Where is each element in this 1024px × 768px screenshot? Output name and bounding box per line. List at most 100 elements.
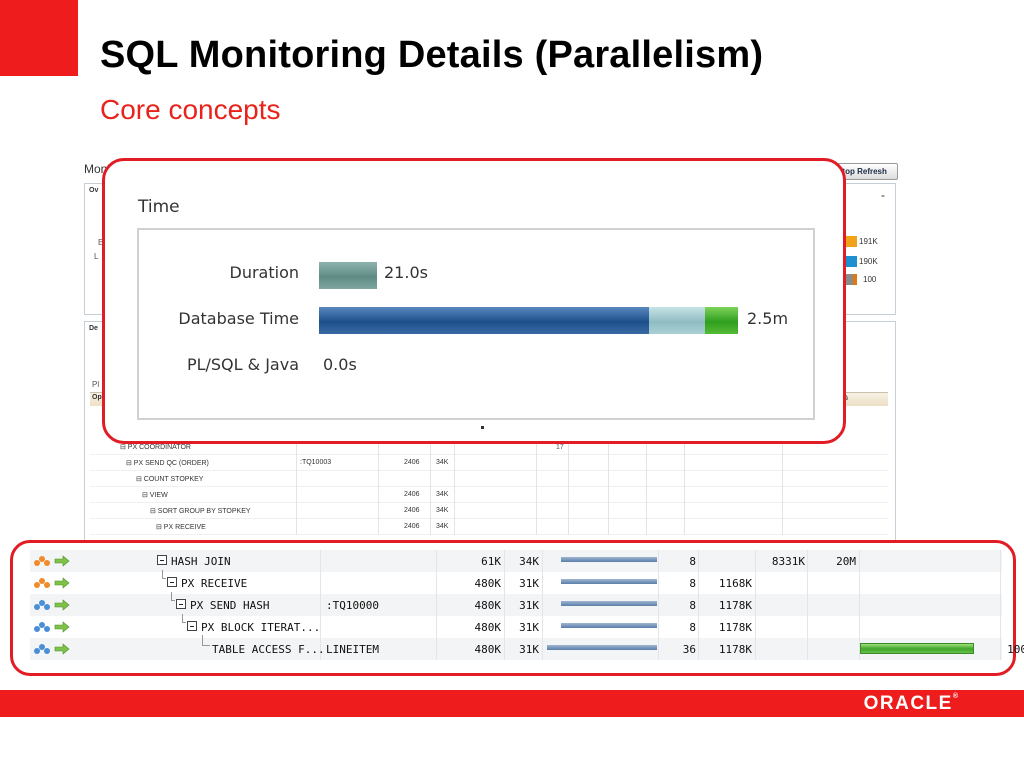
column-divider (755, 550, 756, 572)
operation-name[interactable]: ⊟ PX RECEIVE (156, 524, 206, 531)
actual-rows: 1178K (718, 621, 752, 634)
cost-value: 31K (519, 599, 539, 612)
column-divider (698, 572, 699, 594)
operation-name[interactable]: TABLE ACCESS F... (212, 643, 325, 656)
column-divider (436, 550, 437, 572)
plan-line-row[interactable]: TABLE ACCESS F... LINEITEM 480K 31K 36 1178K 1… (30, 635, 1024, 660)
oracle-logo: ORACLE® (863, 693, 958, 714)
operation-name[interactable]: ⊟ COUNT STOPKEY (136, 476, 204, 483)
database-time-value: 2.5m (747, 309, 789, 328)
duration-label: Duration (229, 263, 300, 282)
column-divider (698, 594, 699, 616)
column-divider (296, 519, 297, 535)
actual-rows: 1168K (718, 577, 752, 590)
column-divider (646, 471, 647, 487)
dop-value: 8 (689, 621, 696, 634)
column-divider (320, 550, 321, 572)
plan-label: Pl (92, 380, 100, 389)
plan-line-row[interactable]: PX RECEIVE 480K 31K 8 1168K (30, 570, 1002, 594)
parallel-server-icon (33, 642, 73, 656)
column-divider (608, 487, 609, 503)
operation-name[interactable]: PX RECEIVE (181, 577, 248, 590)
collapse-toggle-icon[interactable] (157, 555, 167, 565)
dop-count: 17 (556, 444, 564, 451)
duration-bar (319, 262, 377, 289)
collapse-toggle-icon[interactable] (187, 621, 197, 631)
tree-connector (171, 592, 175, 601)
cost-value: 31K (519, 577, 539, 590)
overview-letter: E (98, 238, 104, 247)
io-requests-value: 191K (859, 237, 878, 246)
timeline-bar (561, 579, 657, 584)
column-divider (542, 572, 543, 594)
column-divider (378, 455, 379, 471)
column-divider (859, 572, 860, 594)
column-divider (684, 519, 685, 535)
dop-value: 36 (682, 643, 696, 656)
column-divider (378, 471, 379, 487)
background-plan-row: ⊟ PX SEND QC (ORDER):TQ10003 2406 34K (90, 455, 888, 471)
column-divider (320, 594, 321, 616)
column-divider (684, 503, 685, 519)
collapse-toggle-icon[interactable] (167, 577, 177, 587)
estimated-rows: 480K (474, 577, 502, 590)
parallel-server-icon (33, 554, 73, 568)
column-divider (568, 519, 569, 535)
cost-value: 34K (519, 555, 539, 568)
tree-connector (202, 635, 210, 646)
cell-value: :TQ10003 (300, 459, 332, 466)
cell-value: 34K (436, 523, 449, 530)
column-divider (454, 519, 455, 535)
column-divider (378, 487, 379, 503)
column-divider (436, 594, 437, 616)
background-plan-row: ⊟ VIEW 2406 34K (90, 487, 888, 503)
operation-name[interactable]: ⊟ VIEW (142, 492, 168, 499)
column-divider (859, 638, 860, 660)
object-name[interactable]: LINEITEM (326, 643, 379, 656)
column-divider (536, 471, 537, 487)
column-divider (646, 503, 647, 519)
io-bytes-bar (843, 256, 857, 267)
collapse-toggle-icon[interactable] (176, 599, 186, 609)
corner-red-block (0, 0, 78, 76)
column-divider (608, 503, 609, 519)
column-divider (782, 519, 783, 535)
column-divider (608, 519, 609, 535)
operation-name[interactable]: ⊟ SORT GROUP BY STOPKEY (150, 508, 251, 515)
cell-value: 34K (436, 459, 449, 466)
collapse-icon[interactable]: - (881, 188, 885, 202)
timeline-bar (561, 623, 657, 628)
column-divider (646, 519, 647, 535)
background-plan-row: ⊟ PX RECEIVE 2406 34K (90, 519, 888, 535)
plan-line-row[interactable]: HASH JOIN 61K 34K 8 8331K 20M (30, 550, 1002, 572)
column-divider (698, 550, 699, 572)
estimated-rows: 480K (474, 643, 502, 656)
overview-header: Ov (89, 187, 99, 194)
operation-name[interactable]: ⊟ PX SEND QC (ORDER) (126, 460, 209, 467)
cell-value: 34K (436, 491, 449, 498)
operation-name[interactable]: ⊟ PX COORDINATOR (120, 444, 191, 451)
column-divider (454, 439, 455, 455)
column-divider (684, 487, 685, 503)
column-divider (658, 638, 659, 660)
column-divider (859, 616, 860, 638)
column-divider (1000, 638, 1001, 660)
tree-connector (162, 570, 166, 579)
plan-line-row[interactable]: PX SEND HASH:TQ10000 480K 31K 8 1178K (30, 592, 1002, 616)
column-divider (755, 594, 756, 616)
estimated-rows: 480K (474, 599, 502, 612)
operation-name[interactable]: PX SEND HASH (190, 599, 270, 612)
column-divider (782, 455, 783, 471)
column-divider (568, 455, 569, 471)
operation-name[interactable]: PX BLOCK ITERAT... (201, 621, 321, 634)
cell-value: 2406 (404, 491, 420, 498)
column-divider (378, 519, 379, 535)
column-divider (684, 439, 685, 455)
object-name[interactable]: :TQ10000 (326, 599, 379, 612)
column-divider (378, 439, 379, 455)
operation-name[interactable]: HASH JOIN (171, 555, 231, 568)
column-divider (504, 616, 505, 638)
column-divider (568, 503, 569, 519)
estimated-rows: 61K (481, 555, 501, 568)
plan-line-row[interactable]: PX BLOCK ITERAT... 480K 31K 8 1178K (30, 614, 1002, 638)
